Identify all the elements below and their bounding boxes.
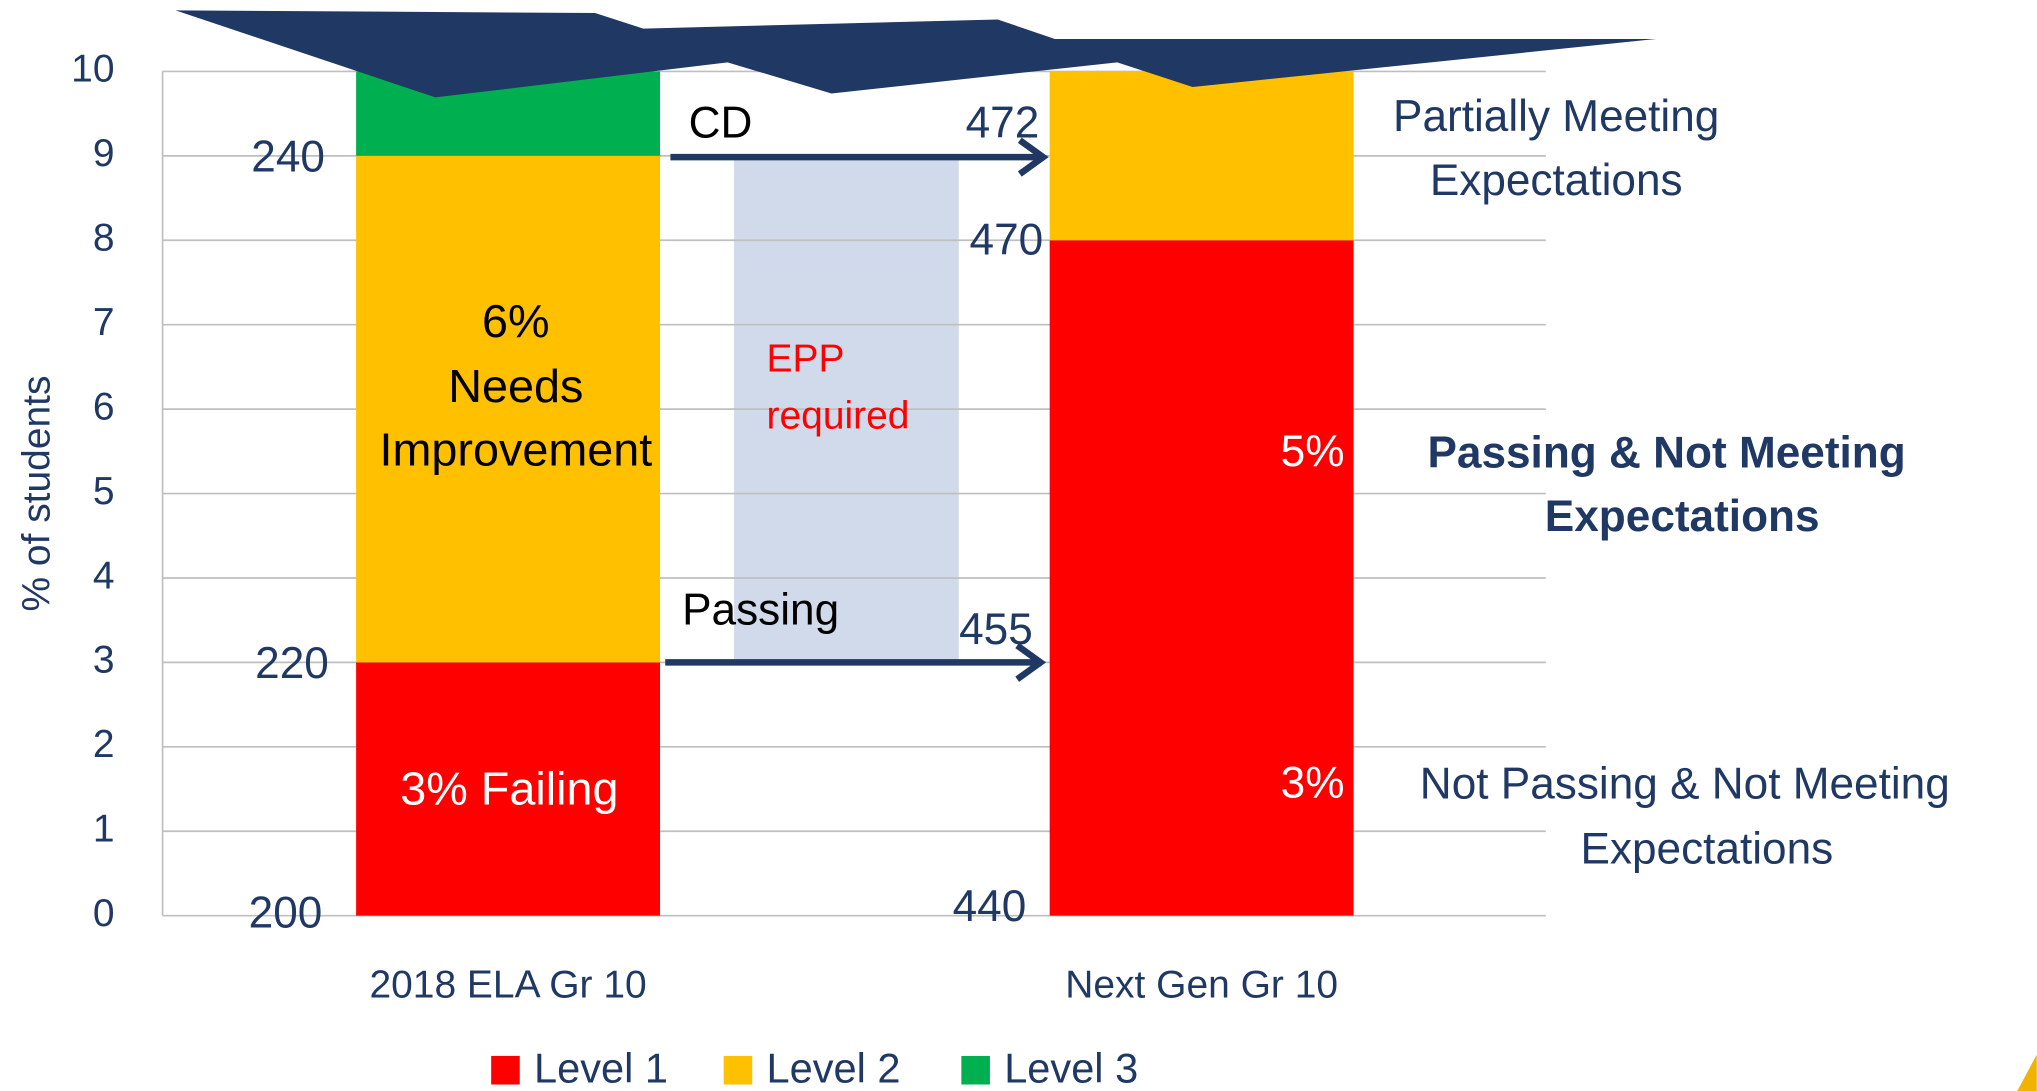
- y-tick-label: 7: [93, 301, 115, 344]
- y-tick-label: 3: [93, 639, 115, 682]
- annotation: 220: [255, 639, 329, 688]
- y-axis-label: % of students: [15, 376, 58, 612]
- annotation: 6%: [482, 295, 550, 347]
- legend-label: Level 3: [1004, 1045, 1138, 1091]
- legend-item: Level 1: [491, 1045, 668, 1091]
- annotation: 240: [251, 132, 325, 181]
- chart: % of students 0 1 2 3 4 5 6 7 8 9 10 2018 ELA Gr 10…: [0, 0, 2037, 1091]
- y-tick-label: 6: [93, 385, 115, 428]
- legend-item: Level 2: [724, 1045, 901, 1091]
- annotation: 470: [970, 216, 1044, 265]
- y-tick-label: 4: [93, 554, 115, 597]
- y-tick-label: 9: [93, 132, 115, 175]
- annotation: Expectations: [1430, 156, 1683, 205]
- legend-swatch: [491, 1056, 520, 1085]
- y-tick-label: 2: [93, 723, 115, 766]
- annotation: Partially Meeting: [1393, 92, 1719, 141]
- corner-mark: [2017, 1055, 2036, 1091]
- annotation: CD: [689, 99, 753, 148]
- legend-swatch: [724, 1056, 753, 1085]
- y-tick-label: 1: [93, 808, 115, 851]
- annotation: required: [767, 395, 910, 438]
- x-tick-label: 2018 ELA Gr 10: [369, 963, 646, 1006]
- bar-segment: [1050, 240, 1354, 915]
- legend-label: Level 2: [767, 1045, 901, 1091]
- y-tick-label: 10: [71, 48, 114, 91]
- annotation: 3% Failing: [400, 763, 618, 815]
- annotation: 200: [249, 888, 323, 937]
- annotation: Passing: [682, 586, 839, 635]
- annotation: Not Passing & Not Meeting: [1420, 760, 1950, 809]
- annotation: Expectations: [1545, 492, 1820, 541]
- annotation: Expectations: [1581, 825, 1834, 874]
- annotation: EPP: [767, 337, 845, 380]
- annotation: Passing & Not Meeting: [1427, 429, 1905, 478]
- annotation: Needs: [448, 360, 583, 412]
- y-tick-label: 5: [93, 470, 115, 513]
- y-tick-label: 8: [93, 217, 115, 260]
- annotation: 472: [966, 99, 1040, 148]
- x-tick-label: Next Gen Gr 10: [1065, 963, 1338, 1006]
- annotation: Improvement: [379, 424, 652, 476]
- annotation: 3%: [1281, 758, 1345, 807]
- plot: 0 1 2 3 4 5 6 7 8 9 10 2018 ELA Gr 10 Next Gen Gr 10…: [71, 48, 1950, 1091]
- annotation: 5%: [1281, 427, 1345, 476]
- legend-item: Level 3: [961, 1045, 1138, 1091]
- legend-swatch: [961, 1056, 990, 1085]
- bar-segment: [1050, 71, 1354, 240]
- annotation: 440: [953, 882, 1027, 931]
- y-tick-label: 0: [93, 892, 115, 935]
- cap-shape: [176, 10, 1657, 97]
- legend-label: Level 1: [534, 1045, 668, 1091]
